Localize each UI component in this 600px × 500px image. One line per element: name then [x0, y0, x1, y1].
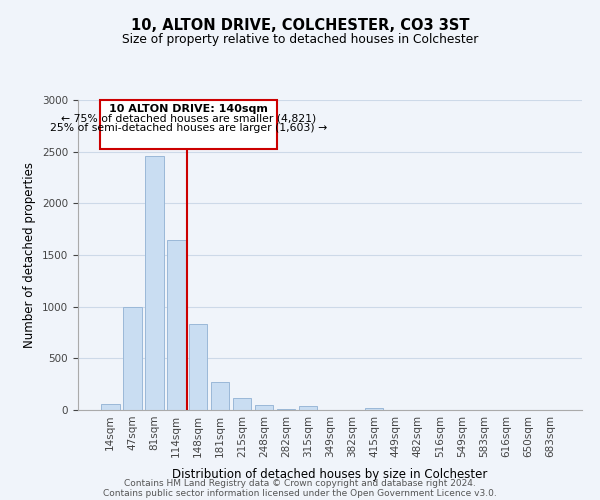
Bar — [299, 406, 317, 410]
Bar — [255, 405, 274, 410]
X-axis label: Distribution of detached houses by size in Colchester: Distribution of detached houses by size … — [172, 468, 488, 481]
FancyBboxPatch shape — [100, 100, 277, 148]
Bar — [123, 306, 142, 410]
Bar — [233, 398, 251, 410]
Text: 10 ALTON DRIVE: 140sqm: 10 ALTON DRIVE: 140sqm — [109, 104, 268, 114]
Text: Contains public sector information licensed under the Open Government Licence v3: Contains public sector information licen… — [103, 488, 497, 498]
Text: 10, ALTON DRIVE, COLCHESTER, CO3 3ST: 10, ALTON DRIVE, COLCHESTER, CO3 3ST — [131, 18, 469, 32]
Bar — [211, 382, 229, 410]
Bar — [101, 404, 119, 410]
Bar — [145, 156, 164, 410]
Bar — [167, 240, 185, 410]
Text: 25% of semi-detached houses are larger (1,603) →: 25% of semi-detached houses are larger (… — [50, 123, 328, 133]
Bar — [189, 324, 208, 410]
Text: ← 75% of detached houses are smaller (4,821): ← 75% of detached houses are smaller (4,… — [61, 114, 316, 124]
Text: Size of property relative to detached houses in Colchester: Size of property relative to detached ho… — [122, 32, 478, 46]
Bar — [365, 408, 383, 410]
Y-axis label: Number of detached properties: Number of detached properties — [23, 162, 37, 348]
Text: Contains HM Land Registry data © Crown copyright and database right 2024.: Contains HM Land Registry data © Crown c… — [124, 478, 476, 488]
